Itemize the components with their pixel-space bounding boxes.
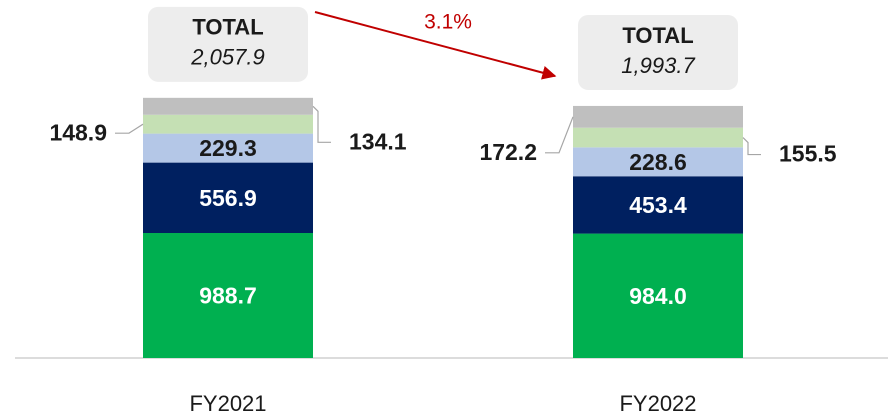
total-box xyxy=(578,14,738,90)
bar-segment xyxy=(143,97,313,115)
total-title: TOTAL xyxy=(622,23,693,48)
value-label: 984.0 xyxy=(629,283,687,309)
total-title: TOTAL xyxy=(192,15,263,40)
leader-line xyxy=(312,105,331,143)
value-label: 556.9 xyxy=(199,185,257,211)
bar-segment xyxy=(573,147,743,177)
total-value: 2,057.9 xyxy=(190,45,264,70)
leader-line xyxy=(545,116,574,154)
bar-segment xyxy=(573,127,743,148)
value-label: 172.2 xyxy=(479,139,537,165)
change-arrow xyxy=(314,11,557,80)
x-tick-label: FY2021 xyxy=(189,391,266,416)
value-label: 134.1 xyxy=(349,128,407,154)
value-label: 988.7 xyxy=(199,283,257,309)
value-label: 155.5 xyxy=(779,141,837,167)
bar-segment xyxy=(573,105,743,128)
total-box xyxy=(148,6,308,82)
leader-line xyxy=(115,123,144,134)
x-tick-label: FY2022 xyxy=(619,391,696,416)
bar-segment xyxy=(143,162,313,234)
bar-segment xyxy=(573,233,743,358)
leader-line xyxy=(742,137,761,156)
value-label: 453.4 xyxy=(629,192,687,218)
value-label: 229.3 xyxy=(199,135,257,161)
bar-segment xyxy=(143,233,313,358)
bar-segment xyxy=(143,114,313,134)
bar-segment xyxy=(573,176,743,234)
bar-segment xyxy=(143,133,313,163)
value-label: 228.6 xyxy=(629,149,687,175)
change-label: 3.1% xyxy=(424,11,472,34)
total-value: 1,993.7 xyxy=(621,53,695,78)
value-label: 148.9 xyxy=(49,119,107,145)
